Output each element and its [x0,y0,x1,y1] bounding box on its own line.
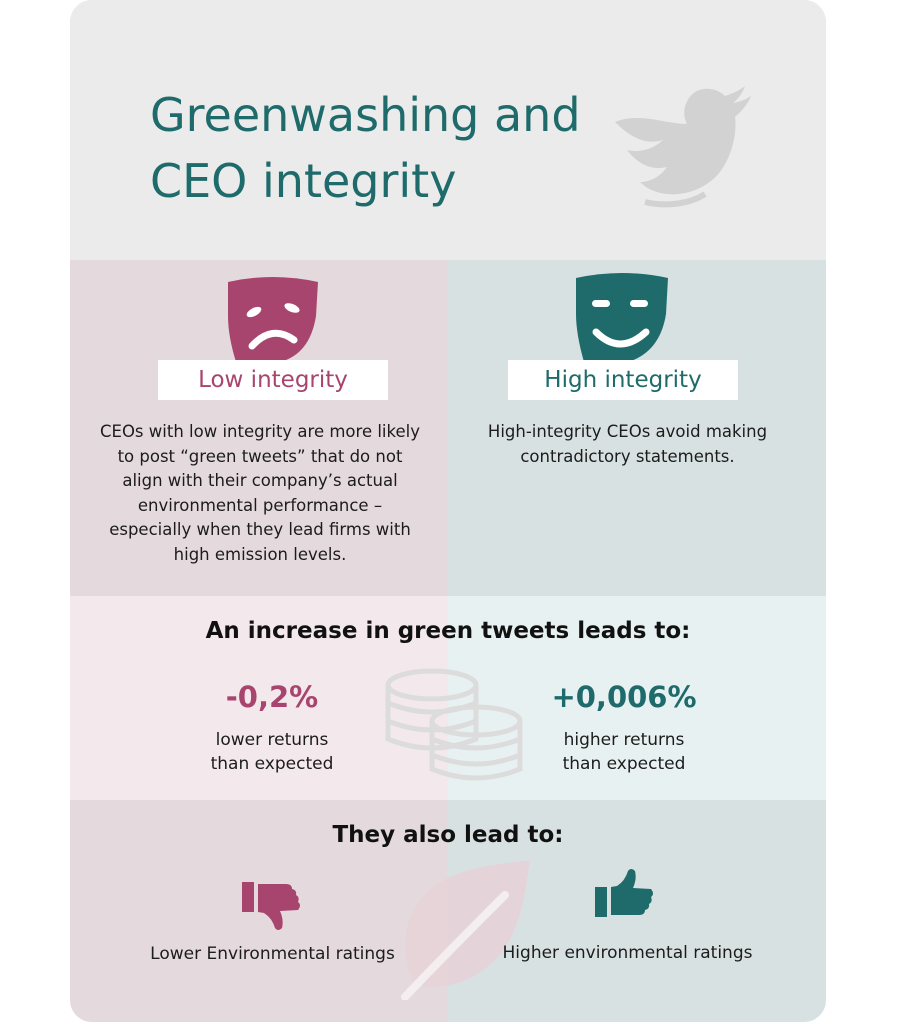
high-return-value: +0,006% [551,680,697,714]
increase-heading: An increase in green tweets leads to: [205,618,691,644]
low-integrity-label: Low integrity [158,360,388,400]
returns-band-right [448,596,826,800]
returns-band [70,596,826,800]
twitter-bird-icon [615,86,751,208]
low-return-caption: lower returns than expected [162,728,382,776]
page-title: Greenwashing and CEO integrity [150,82,581,214]
returns-band-left [70,596,448,800]
low-return-caption-line-2: than expected [210,754,334,774]
high-integrity-label: High integrity [508,360,738,400]
header: Greenwashing and CEO integrity [70,0,826,260]
higher-ratings-text: Higher environmental ratings [502,943,753,963]
thumbs-down-icon [242,882,300,930]
low-integrity-description: CEOs with low integrity are more likely … [100,422,420,564]
high-return-caption: higher returns than expected [514,728,734,776]
low-return-value: -0,2% [225,680,319,714]
low-return-caption-line-1: lower returns [215,730,329,750]
infographic-card: Greenwashing and CEO integrity Low integ… [70,0,826,1022]
title-line-1: Greenwashing and [150,88,581,142]
leaf-icon [401,860,530,1000]
high-integrity-description: High-integrity CEOs avoid making contrad… [487,422,768,466]
coins-icon [385,668,523,781]
lower-ratings-text: Lower Environmental ratings [150,944,395,964]
sad-mask-icon [228,277,318,362]
also-heading: They also lead to: [332,822,564,848]
high-return-caption-line-2: than expected [562,754,686,774]
thumbs-up-icon [595,869,653,917]
title-line-2: CEO integrity [150,154,457,208]
happy-mask-icon [576,273,668,362]
high-return-caption-line-1: higher returns [563,730,685,750]
